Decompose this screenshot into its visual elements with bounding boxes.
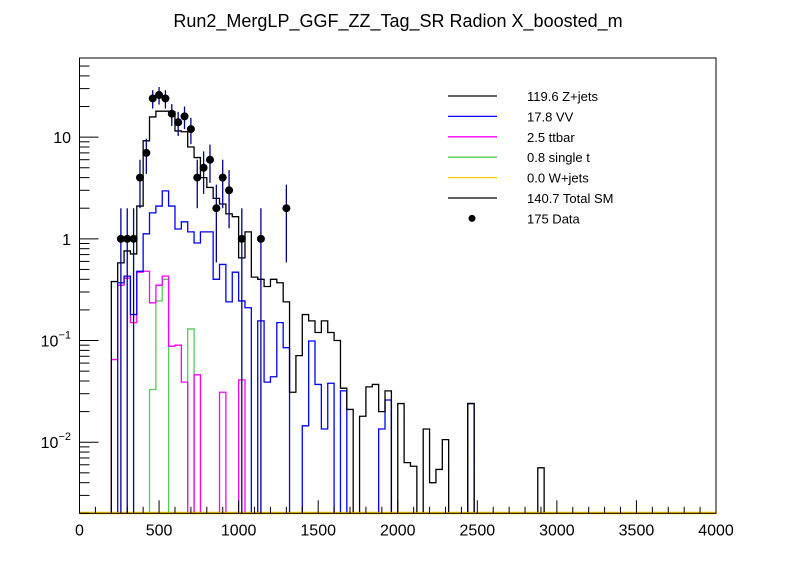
chart-title: Run2_MergLP_GGF_ZZ_Tag_SR Radion X_boost… xyxy=(173,11,622,32)
x-tick-label: 1000 xyxy=(221,522,257,539)
y-tick-label: 10−1 xyxy=(41,330,71,351)
y-tick-base: 10 xyxy=(53,130,71,147)
legend-label: 0.0 W+jets xyxy=(527,171,589,186)
x-tick-label: 2500 xyxy=(460,522,496,539)
x-tick-label: 1500 xyxy=(300,522,336,539)
y-tick-exponent: −1 xyxy=(58,330,71,342)
legend-label: 17.8 VV xyxy=(527,109,574,124)
data-point xyxy=(193,173,202,182)
axes: 0 500 1000 1500 2000 2500 3000 3500 400010110−11… xyxy=(41,57,734,539)
y-tick-label: 1 xyxy=(62,232,71,249)
data-point xyxy=(199,163,208,172)
data-point xyxy=(212,204,221,213)
data-point xyxy=(155,90,164,99)
data-point xyxy=(148,94,157,103)
data-point xyxy=(205,155,214,164)
x-tick-label: 3000 xyxy=(539,522,575,539)
data-point xyxy=(123,234,132,243)
data-point xyxy=(282,204,291,213)
x-tick-label: 0 xyxy=(75,522,84,539)
data-point xyxy=(135,173,144,182)
data-point xyxy=(142,148,151,157)
legend-label: 0.8 single t xyxy=(527,150,590,165)
data-point xyxy=(116,234,125,243)
legend-dot-swatch xyxy=(468,214,476,222)
data-point xyxy=(167,109,176,118)
histogram-total-sm xyxy=(110,110,545,514)
data-point xyxy=(218,173,227,182)
data-point xyxy=(186,125,195,134)
y-tick-base: 10 xyxy=(41,334,59,351)
x-tick-label: 500 xyxy=(146,522,173,539)
legend-label: 119.6 Z+jets xyxy=(527,89,598,104)
y-tick-base: 1 xyxy=(62,232,71,249)
data-point xyxy=(225,186,234,195)
histogram-vv xyxy=(111,190,475,514)
legend-label: 2.5 ttbar xyxy=(527,130,575,145)
x-tick-label: 4000 xyxy=(698,522,734,539)
data-points xyxy=(116,87,291,514)
y-tick-label: 10−2 xyxy=(41,431,71,452)
x-tick-label: 3500 xyxy=(619,522,655,539)
y-tick-base: 10 xyxy=(41,435,59,452)
x-tick-label: 2000 xyxy=(380,522,416,539)
data-point xyxy=(256,234,265,243)
data-point xyxy=(161,94,170,103)
legend-label: 175 Data xyxy=(527,211,581,226)
legend-label: 140.7 Total SM xyxy=(527,191,613,206)
data-point xyxy=(129,234,138,243)
data-point xyxy=(174,118,183,127)
legend: 119.6 Z+jets 17.8 VV 2.5 ttbar 0.8 single t… xyxy=(448,89,613,226)
y-tick-label: 10 xyxy=(53,130,71,147)
data-point xyxy=(237,234,246,243)
y-tick-exponent: −2 xyxy=(58,431,71,443)
data-point xyxy=(180,112,189,121)
